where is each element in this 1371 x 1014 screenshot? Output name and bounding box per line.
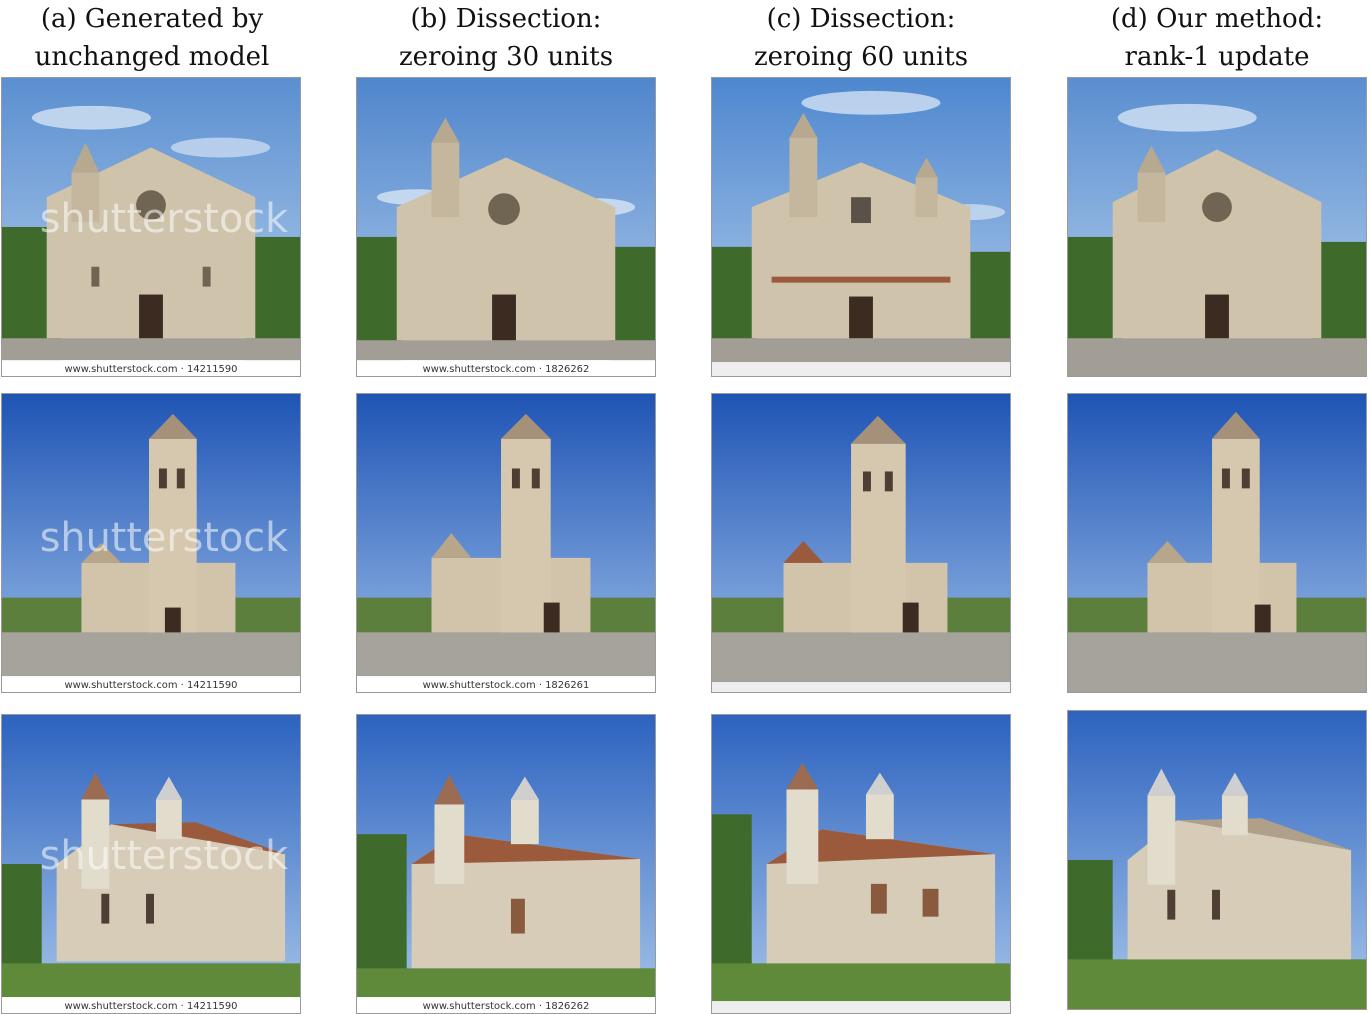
column-header-a-line2: unchanged model [34,42,270,72]
caption-a1: www.shutterstock.com · 14211590 [65,364,238,375]
column-header-b-line2: zeroing 30 units [398,42,614,72]
image-a1: shutterstock www.shutterstock.com · 1421… [1,77,301,377]
column-header-c: (c) Dissection: zeroing 60 units [711,0,1011,76]
column-header-d-line1: (d) Our method: [1110,4,1324,34]
watermark-a3: shutterstock [40,833,288,879]
image-b2: www.shutterstock.com · 1826261 [356,393,656,693]
column-header-b: (b) Dissection: zeroing 30 units [356,0,656,76]
caption-b2: www.shutterstock.com · 1826261 [423,680,590,691]
column-header-b-line1: (b) Dissection: [410,4,602,34]
image-a3: shutterstock www.shutterstock.com · 1421… [1,714,301,1014]
watermark-a1: shutterstock [40,196,288,242]
watermark-a2: shutterstock [40,515,288,561]
image-c1 [711,77,1011,377]
image-a2: shutterstock www.shutterstock.com · 1421… [1,393,301,693]
image-c3 [711,714,1011,1014]
column-header-d-line2: rank-1 update [1124,42,1310,72]
image-d3 [1067,710,1367,1010]
column-header-d: (d) Our method: rank-1 update [1067,0,1367,76]
caption-a2: www.shutterstock.com · 14211590 [65,680,238,691]
image-d1 [1067,77,1367,377]
caption-a3: www.shutterstock.com · 14211590 [65,1001,238,1012]
column-header-a-line1: (a) Generated by [40,4,264,34]
caption-b1: www.shutterstock.com · 1826262 [423,364,590,375]
column-header-c-line2: zeroing 60 units [753,42,969,72]
image-b3: www.shutterstock.com · 1826262 [356,714,656,1014]
image-b1: www.shutterstock.com · 1826262 [356,77,656,377]
column-header-c-line1: (c) Dissection: [766,4,956,34]
caption-b3: www.shutterstock.com · 1826262 [423,1001,590,1012]
image-d2 [1067,393,1367,693]
column-header-a: (a) Generated by unchanged model [2,0,302,76]
image-c2 [711,393,1011,693]
